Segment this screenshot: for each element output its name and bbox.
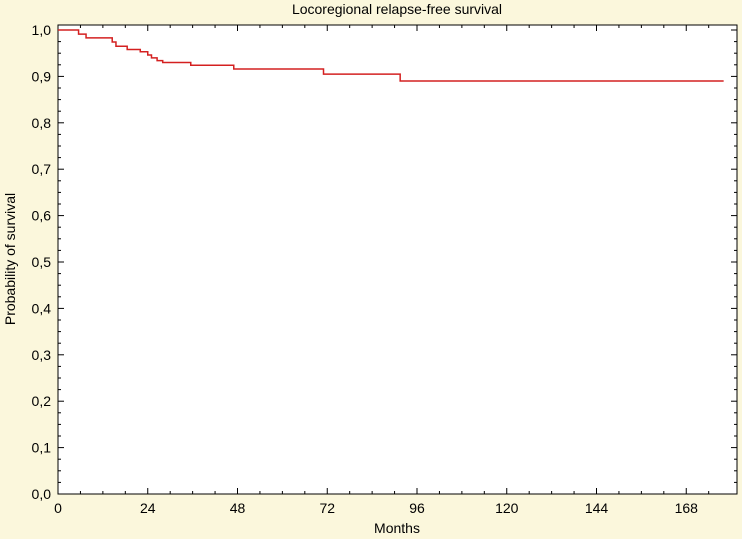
x-axis-label: Months	[374, 520, 420, 536]
y-tick-label: 0,0	[32, 486, 52, 502]
y-tick-label: 0,7	[32, 161, 52, 177]
y-tick-label: 0,6	[32, 208, 52, 224]
y-tick-label: 0,4	[32, 300, 52, 316]
axis-tick-labels: 0 24 48 72 96 120 144 168 0,0 0,1 0,2 0,3 0,4 0,5 0,6 0…	[32, 22, 699, 516]
x-tick-label: 144	[585, 500, 609, 516]
x-tick-label: 96	[409, 500, 425, 516]
y-tick-label: 0,5	[32, 254, 52, 270]
axis-ticks	[57, 25, 737, 495]
y-tick-label: 0,3	[32, 347, 52, 363]
y-axis-label: Probability of survival	[2, 193, 18, 325]
y-tick-label: 1,0	[32, 22, 52, 38]
x-tick-label: 48	[230, 500, 246, 516]
survival-series	[58, 29, 724, 82]
x-tick-label: 72	[319, 500, 335, 516]
x-tick-label: 0	[54, 500, 62, 516]
y-tick-label: 0,2	[32, 393, 52, 409]
x-tick-label: 120	[495, 500, 519, 516]
y-tick-label: 0,8	[32, 115, 52, 131]
chart-title: Locoregional relapse-free survival	[292, 1, 502, 17]
x-tick-label: 24	[140, 500, 156, 516]
survival-curve	[58, 29, 724, 82]
x-tick-label: 168	[675, 500, 699, 516]
plot-area	[57, 24, 738, 495]
y-tick-label: 0,9	[32, 68, 52, 84]
y-tick-label: 0,1	[32, 440, 52, 456]
